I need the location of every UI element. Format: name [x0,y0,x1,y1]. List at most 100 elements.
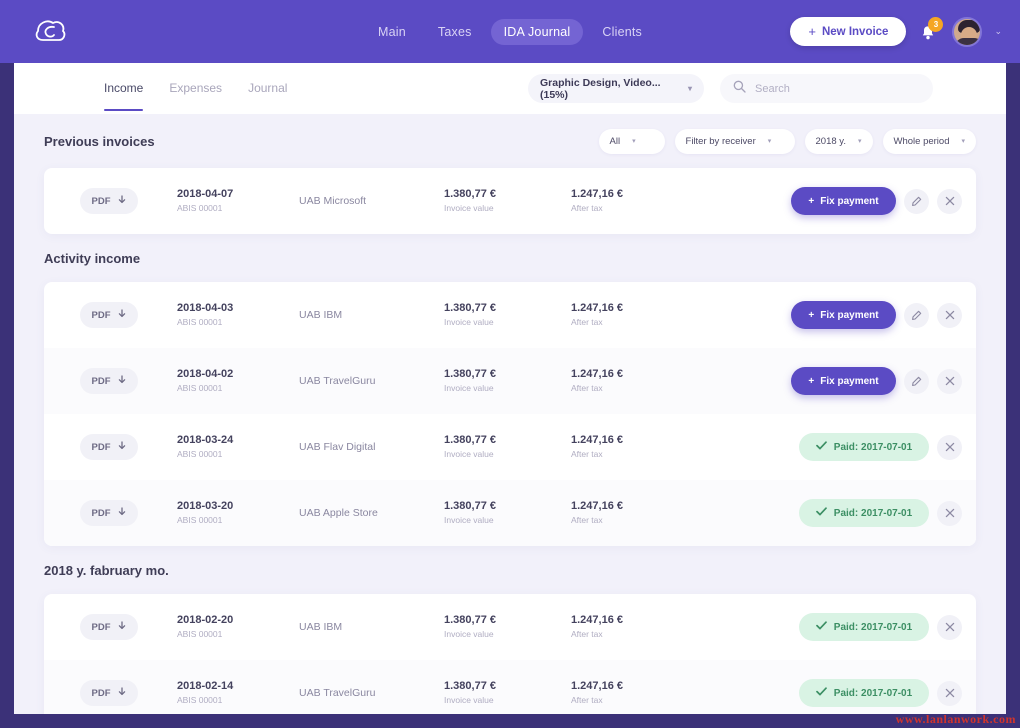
cloud-logo-icon[interactable] [32,13,70,51]
tab-expenses[interactable]: Expenses [169,80,223,95]
plus-icon: + [808,375,815,387]
status-badge-paid[interactable]: Paid: 2017-07-01 [799,499,929,527]
check-icon [815,621,827,633]
category-select[interactable]: Graphic Design, Video...(15%) ▾ [528,74,704,103]
pdf-download-button[interactable]: PDF [80,368,138,394]
fix-payment-label: Fix payment [820,375,879,387]
download-icon [117,504,127,522]
edit-button[interactable] [904,368,929,394]
pdf-download-button[interactable]: PDF [80,434,138,460]
pdf-download-button[interactable]: PDF [80,302,138,328]
download-icon [117,684,127,702]
fix-payment-button[interactable]: + Fix payment [791,187,896,215]
table-row[interactable]: PDF 2018-03-20 ABIS 00001 UAB Apple Stor… [44,480,976,546]
section-header-previous-invoices: Previous invoices All ▾ Filter by receiv… [14,114,1006,168]
search-icon [733,80,746,98]
status-badge-paid[interactable]: Paid: 2017-07-01 [799,433,929,461]
invoice-date: 2018-02-14 [177,680,234,693]
fix-payment-button[interactable]: + Fix payment [791,301,896,329]
edit-button[interactable] [904,188,929,214]
invoice-value: 1.380,77 € [444,680,496,693]
tab-journal[interactable]: Journal [248,80,288,95]
nav-item-clients[interactable]: Clients [602,24,642,39]
invoice-value-label: Invoice value [444,449,494,460]
status-badge-paid[interactable]: Paid: 2017-07-01 [799,679,929,707]
plus-icon: + [808,24,816,39]
nav-item-ida-journal[interactable]: IDA Journal [490,18,584,45]
filter-label: Whole period [893,135,950,147]
filter-bar: All ▾ Filter by receiver ▾ 2018 y. ▾ Who… [598,128,976,154]
filter-all[interactable]: All ▾ [598,128,665,154]
pdf-label: PDF [91,507,111,519]
fix-payment-label: Fix payment [820,195,879,207]
invoice-date-cell: 2018-04-02 ABIS 00001 [177,367,233,394]
pdf-download-button[interactable]: PDF [80,680,138,706]
table-row[interactable]: PDF 2018-04-02 ABIS 00001 UAB TravelGuru… [44,348,976,414]
invoice-number: ABIS 00001 [177,449,223,460]
delete-button[interactable] [937,188,962,214]
avatar[interactable] [952,16,983,47]
delete-button[interactable] [937,680,962,706]
invoice-after-tax: 1.247,16 € [571,680,623,693]
table-row[interactable]: PDF 2018-02-20 ABIS 00001 UAB IBM 1.380,… [44,594,976,660]
tab-income[interactable]: Income [104,80,144,111]
invoice-value-cell: 1.380,77 € Invoice value [444,187,496,214]
invoice-after-tax-label: After tax [571,383,603,394]
invoice-receiver: UAB Apple Store [299,507,378,519]
invoice-tax-cell: 1.247,16 € After tax [571,301,623,328]
search-placeholder: Search [755,82,790,95]
pdf-download-button[interactable]: PDF [80,188,138,214]
pdf-label: PDF [91,441,111,453]
filter-period[interactable]: Whole period ▾ [882,128,976,154]
invoice-tax-cell: 1.247,16 € After tax [571,499,623,526]
delete-button[interactable] [937,500,962,526]
status-badge-paid[interactable]: Paid: 2017-07-01 [799,613,929,641]
new-invoice-button[interactable]: + New Invoice [790,17,907,46]
filter-year[interactable]: 2018 y. ▾ [804,128,873,154]
invoice-value-cell: 1.380,77 € Invoice value [444,679,496,706]
invoice-date-cell: 2018-02-20 ABIS 00001 [177,613,233,640]
table-row[interactable]: PDF 2018-02-14 ABIS 00001 UAB TravelGuru… [44,660,976,714]
invoice-number: ABIS 00001 [177,203,223,214]
search-input[interactable]: Search [720,74,933,103]
invoice-value-label: Invoice value [444,383,494,394]
filter-label: Filter by receiver [685,135,756,147]
invoice-after-tax-label: After tax [571,515,603,526]
invoice-after-tax: 1.247,16 € [571,434,623,447]
invoice-date: 2018-03-20 [177,500,234,513]
section-header-february: 2018 y. fabruary mo. [14,546,1006,594]
notification-badge: 3 [928,16,944,32]
table-row[interactable]: PDF 2018-04-07 ABIS 00001 UAB Microsoft … [44,168,976,234]
nav-item-taxes[interactable]: Taxes [437,24,472,39]
table-row[interactable]: PDF 2018-04-03 ABIS 00001 UAB IBM 1.380,… [44,282,976,348]
fix-payment-label: Fix payment [820,309,879,321]
edit-button[interactable] [904,302,929,328]
pdf-label: PDF [91,687,111,699]
invoice-number: ABIS 00001 [177,317,223,328]
delete-button[interactable] [937,302,962,328]
invoice-date: 2018-04-03 [177,302,234,315]
pdf-download-button[interactable]: PDF [80,500,138,526]
chevron-down-icon[interactable]: ⌄ [994,26,1002,36]
invoice-value: 1.380,77 € [444,614,496,627]
invoice-receiver: UAB IBM [299,621,343,633]
table-row[interactable]: PDF 2018-03-24 ABIS 00001 UAB Flav Digit… [44,414,976,480]
filter-receiver[interactable]: Filter by receiver ▾ [674,128,795,154]
invoice-value: 1.380,77 € [444,302,496,315]
delete-button[interactable] [937,614,962,640]
invoice-value-label: Invoice value [444,629,494,640]
paid-label: Paid: 2017-07-01 [833,687,913,699]
top-navigation-bar: Main Taxes IDA Journal Clients + New Inv… [0,0,1020,63]
delete-button[interactable] [937,368,962,394]
nav-item-main[interactable]: Main [378,24,406,39]
invoice-receiver: UAB IBM [299,309,343,321]
section-title: Previous invoices [44,133,155,149]
fix-payment-button[interactable]: + Fix payment [791,367,896,395]
invoice-value-cell: 1.380,77 € Invoice value [444,613,496,640]
notifications-button[interactable]: 3 [918,16,944,45]
invoice-tax-cell: 1.247,16 € After tax [571,433,623,460]
download-icon [117,438,127,456]
pdf-download-button[interactable]: PDF [80,614,138,640]
delete-button[interactable] [937,434,962,460]
invoice-list-area[interactable]: Previous invoices All ▾ Filter by receiv… [14,114,1006,714]
